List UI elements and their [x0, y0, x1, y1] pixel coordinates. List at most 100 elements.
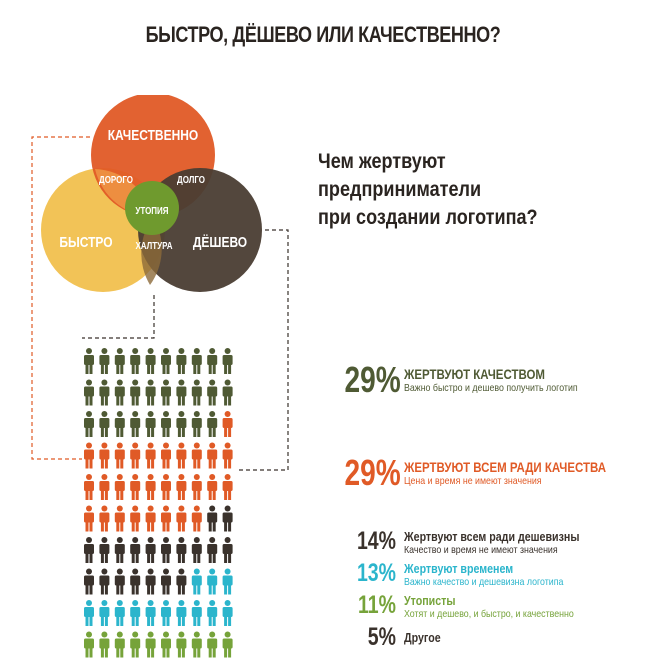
person-icon: [191, 442, 202, 469]
person-icon: [191, 505, 202, 532]
person-icon: [207, 631, 218, 658]
person-icon: [176, 631, 187, 658]
person-icon: [207, 379, 218, 406]
venn-label-fast: БЫСТРО: [59, 234, 112, 251]
person-icon: [114, 600, 125, 626]
person-icon: [222, 348, 233, 374]
person-icon: [99, 379, 110, 406]
person-icon: [84, 505, 94, 532]
person-icon: [222, 505, 233, 532]
stat-utopists: 11% Утописты Хотят и дешево, и быстро, и…: [330, 592, 606, 620]
person-icon: [114, 379, 125, 406]
person-icon: [114, 505, 125, 532]
people-pictograph: [84, 348, 233, 658]
person-icon: [176, 442, 187, 469]
stat-percent: 5%: [367, 623, 396, 651]
stat-description: Хотят и дешево, и быстро, и качественно: [404, 608, 574, 620]
person-icon: [191, 537, 202, 563]
stat-percent: 11%: [358, 591, 396, 619]
person-icon: [161, 505, 171, 532]
person-icon: [99, 411, 110, 437]
stat-other: 5% Другое: [330, 624, 449, 650]
person-icon: [99, 600, 110, 626]
person-icon: [114, 474, 125, 500]
person-icon: [99, 474, 110, 500]
person-icon: [161, 537, 171, 563]
venn-label-long: ДОЛГО: [177, 174, 205, 185]
person-icon: [161, 474, 171, 500]
person-icon: [222, 537, 233, 563]
person-icon: [161, 442, 171, 469]
person-icon: [130, 568, 141, 595]
person-icon: [207, 505, 218, 532]
person-icon: [176, 600, 187, 626]
stat-description: Важно быстро и дешево получить логотип: [404, 382, 578, 394]
person-icon: [99, 348, 110, 374]
person-icon: [191, 600, 202, 626]
person-icon: [130, 474, 141, 500]
person-icon: [145, 631, 156, 658]
person-icon: [145, 379, 156, 406]
stat-percent: 13%: [356, 559, 396, 587]
person-icon: [130, 348, 141, 374]
venn-label-utopia: УТОПИЯ: [135, 205, 168, 216]
person-icon: [222, 474, 233, 500]
person-icon: [222, 379, 233, 406]
stat-label: ЖЕРТВУЮТ КАЧЕСТВОМ: [404, 366, 545, 382]
stat-label: Другое: [404, 630, 441, 645]
connector-quality: [31, 136, 90, 460]
person-icon: [191, 631, 202, 658]
person-icon: [191, 411, 202, 437]
person-icon: [84, 631, 94, 658]
person-icon: [176, 411, 187, 437]
person-icon: [114, 348, 125, 374]
person-icon: [114, 442, 125, 469]
person-icon: [207, 474, 218, 500]
person-icon: [207, 411, 218, 437]
person-icon: [161, 411, 171, 437]
connector-cheap: [238, 229, 289, 471]
person-icon: [145, 411, 156, 437]
person-icon: [222, 600, 233, 626]
stat-sacrifice-quality: 29% ЖЕРТВУЮТ КАЧЕСТВОМ Важно быстро и де…: [330, 362, 611, 398]
stat-percent: 29%: [344, 359, 401, 400]
person-icon: [114, 537, 125, 563]
person-icon: [207, 568, 218, 595]
person-icon: [84, 411, 94, 437]
venn-label-quality: КАЧЕСТВЕННО: [108, 127, 199, 144]
stat-description: Качество и время не имеют значения: [404, 544, 558, 556]
person-icon: [145, 442, 156, 469]
circle-utopia: [125, 181, 179, 235]
person-icon: [176, 348, 187, 374]
person-icon: [222, 442, 233, 469]
stat-sacrifice-time: 13% Жертвуют временем Важно качество и д…: [330, 560, 594, 588]
person-icon: [130, 600, 141, 626]
person-icon: [114, 631, 125, 658]
person-icon: [130, 411, 141, 437]
venn-diagram: КАЧЕСТВЕННО БЫСТРО ДЁШЕВО ДОРОГО ДОЛГО У…: [31, 95, 289, 471]
person-icon: [130, 442, 141, 469]
person-icon: [145, 474, 156, 500]
person-icon: [191, 379, 202, 406]
stat-label: ЖЕРТВУЮТ ВСЕМ РАДИ КАЧЕСТВА: [404, 459, 607, 475]
person-icon: [207, 348, 218, 374]
person-icon: [99, 631, 110, 658]
person-icon: [145, 568, 156, 595]
question-line-1: Чем жертвуют предприниматели: [318, 150, 482, 201]
person-icon: [130, 537, 141, 563]
person-icon: [99, 505, 110, 532]
stat-label: Жертвуют всем ради дешевизны: [404, 529, 580, 544]
stat-sacrifice-for-cheap: 14% Жертвуют всем ради дешевизны Качеств…: [330, 528, 618, 556]
person-icon: [176, 537, 187, 563]
stat-description: Цена и время не имеют значения: [404, 475, 542, 487]
person-icon: [84, 600, 94, 626]
person-icon: [84, 537, 94, 563]
person-icon: [84, 379, 94, 406]
stat-description: Важно качество и дешевизна логотипа: [404, 576, 564, 588]
person-icon: [84, 348, 94, 374]
person-icon: [191, 348, 202, 374]
person-icon: [222, 631, 233, 658]
person-icon: [161, 568, 171, 595]
person-icon: [161, 600, 171, 626]
page-title: БЫСТРО, ДЁШЕВО ИЛИ КАЧЕСТВЕННО?: [145, 22, 501, 47]
